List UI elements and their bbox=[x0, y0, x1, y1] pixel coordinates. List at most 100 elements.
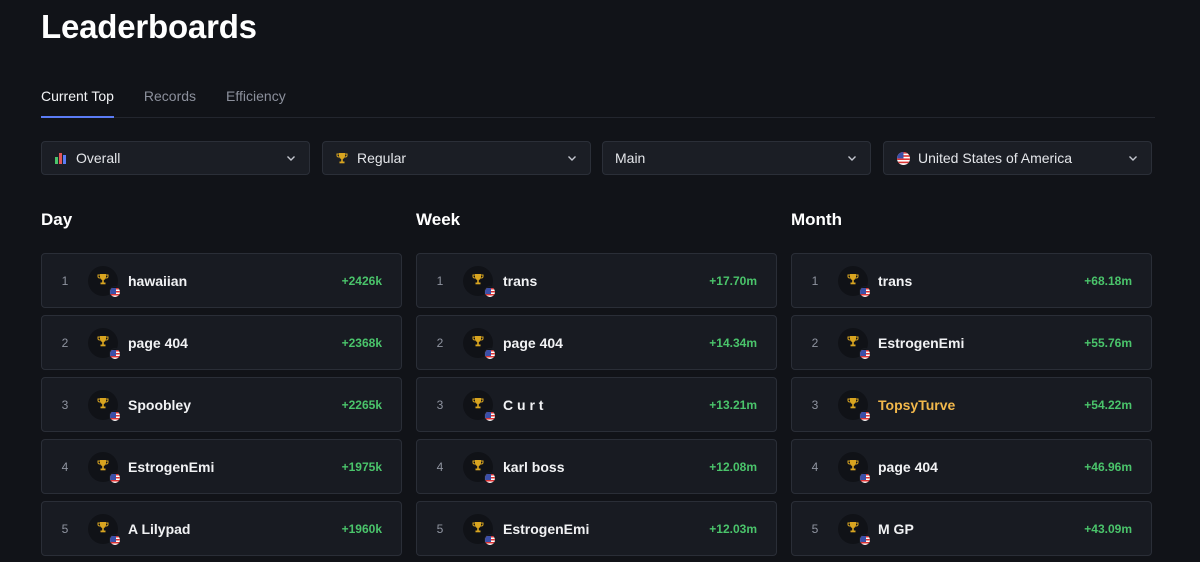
leaderboard-row[interactable]: 5 EstrogenEmi +12.03m bbox=[416, 501, 777, 556]
us-flag-icon bbox=[109, 347, 121, 360]
leaderboard-row[interactable]: 3 C u r t +13.21m bbox=[416, 377, 777, 432]
avatar bbox=[88, 451, 121, 484]
us-flag-icon bbox=[484, 533, 496, 546]
us-flag-icon bbox=[859, 533, 871, 546]
avatar bbox=[463, 451, 496, 484]
profile-dropdown[interactable]: Main bbox=[602, 141, 871, 175]
leaderboard-row[interactable]: 5 M GP +43.09m bbox=[791, 501, 1152, 556]
us-flag-icon bbox=[484, 347, 496, 360]
category-dropdown[interactable]: Overall bbox=[41, 141, 310, 175]
tab-bar: Current Top Records Efficiency bbox=[41, 88, 1155, 118]
player-name[interactable]: C u r t bbox=[503, 396, 544, 413]
avatar bbox=[838, 451, 871, 484]
avatar bbox=[463, 513, 496, 546]
score-gain: +43.09m bbox=[1084, 521, 1132, 536]
tab-efficiency[interactable]: Efficiency bbox=[226, 88, 286, 104]
trophy-icon bbox=[847, 272, 859, 290]
chevron-down-icon bbox=[1129, 156, 1137, 161]
player-name[interactable]: EstrogenEmi bbox=[503, 520, 590, 537]
leaderboard-row[interactable]: 4 karl boss +12.08m bbox=[416, 439, 777, 494]
trophy-icon bbox=[472, 520, 484, 538]
leaderboard-row[interactable]: 1 trans +68.18m bbox=[791, 253, 1152, 308]
trophy-icon bbox=[472, 334, 484, 352]
leaderboard-row[interactable]: 3 Spoobley +2265k bbox=[41, 377, 402, 432]
trophy-icon bbox=[847, 396, 859, 414]
rank-number: 1 bbox=[436, 273, 444, 288]
rank-number: 4 bbox=[436, 459, 444, 474]
avatar bbox=[88, 389, 121, 422]
board-week: Week 1 trans +17.70m 2 page 404 +14.34m 3 C u r… bbox=[416, 210, 777, 556]
mode-dropdown-label: Regular bbox=[357, 150, 407, 166]
rank-number: 4 bbox=[61, 459, 69, 474]
score-gain: +55.76m bbox=[1084, 335, 1132, 350]
page-title: Leaderboards bbox=[41, 8, 257, 45]
player-name[interactable]: A Lilypad bbox=[128, 520, 191, 537]
trophy-icon bbox=[847, 334, 859, 352]
trophy-icon bbox=[97, 458, 109, 476]
avatar bbox=[463, 327, 496, 360]
rank-number: 2 bbox=[436, 335, 444, 350]
leaderboard-row[interactable]: 1 trans +17.70m bbox=[416, 253, 777, 308]
board-title: Month bbox=[791, 210, 842, 229]
country-dropdown-label: United States of America bbox=[918, 150, 1073, 166]
us-flag-icon bbox=[484, 471, 496, 484]
rank-number: 2 bbox=[811, 335, 819, 350]
us-flag-icon bbox=[109, 409, 121, 422]
us-flag-icon bbox=[484, 409, 496, 422]
chevron-down-icon bbox=[848, 156, 856, 161]
rank-number: 5 bbox=[61, 521, 69, 536]
leaderboard-row[interactable]: 2 EstrogenEmi +55.76m bbox=[791, 315, 1152, 370]
avatar bbox=[88, 265, 121, 298]
us-flag-icon bbox=[109, 471, 121, 484]
player-name[interactable]: M GP bbox=[878, 520, 914, 537]
us-flag-icon bbox=[896, 151, 910, 165]
leaderboard-row[interactable]: 2 page 404 +14.34m bbox=[416, 315, 777, 370]
leaderboard-row[interactable]: 4 EstrogenEmi +1975k bbox=[41, 439, 402, 494]
leaderboard-row[interactable]: 2 page 404 +2368k bbox=[41, 315, 402, 370]
avatar bbox=[838, 389, 871, 422]
score-gain: +2265k bbox=[341, 397, 382, 412]
player-name[interactable]: trans bbox=[503, 272, 538, 289]
player-name[interactable]: TopsyTurve bbox=[878, 396, 956, 413]
player-name[interactable]: Spoobley bbox=[128, 396, 192, 413]
player-name[interactable]: page 404 bbox=[878, 458, 938, 475]
player-name[interactable]: page 404 bbox=[128, 334, 188, 351]
mode-dropdown[interactable]: Regular bbox=[322, 141, 591, 175]
trophy-icon bbox=[472, 458, 484, 476]
player-name[interactable]: trans bbox=[878, 272, 913, 289]
us-flag-icon bbox=[109, 285, 121, 298]
score-gain: +46.96m bbox=[1084, 459, 1132, 474]
bar-chart-icon bbox=[54, 151, 68, 165]
avatar bbox=[838, 265, 871, 298]
score-gain: +12.03m bbox=[709, 521, 757, 536]
leaderboard-row[interactable]: 4 page 404 +46.96m bbox=[791, 439, 1152, 494]
us-flag-icon bbox=[109, 533, 121, 546]
board-title: Day bbox=[41, 210, 73, 229]
player-name[interactable]: hawaiian bbox=[128, 272, 188, 289]
leaderboard-row[interactable]: 5 A Lilypad +1960k bbox=[41, 501, 402, 556]
profile-dropdown-label: Main bbox=[615, 150, 646, 166]
score-gain: +12.08m bbox=[709, 459, 757, 474]
player-name[interactable]: karl boss bbox=[503, 458, 565, 475]
leaderboard-row[interactable]: 1 hawaiian +2426k bbox=[41, 253, 402, 308]
avatar bbox=[838, 513, 871, 546]
trophy-icon bbox=[97, 334, 109, 352]
rank-number: 3 bbox=[436, 397, 444, 412]
score-gain: +54.22m bbox=[1084, 397, 1132, 412]
tab-current-top[interactable]: Current Top bbox=[41, 88, 114, 118]
rank-number: 4 bbox=[811, 459, 819, 474]
leaderboard-row[interactable]: 3 TopsyTurve +54.22m bbox=[791, 377, 1152, 432]
chevron-down-icon bbox=[568, 156, 576, 161]
score-gain: +2368k bbox=[341, 335, 382, 350]
avatar bbox=[838, 327, 871, 360]
country-dropdown[interactable]: United States of America bbox=[883, 141, 1152, 175]
player-name[interactable]: EstrogenEmi bbox=[128, 458, 215, 475]
trophy-icon bbox=[847, 458, 859, 476]
category-dropdown-label: Overall bbox=[76, 150, 121, 166]
tab-records[interactable]: Records bbox=[143, 88, 197, 104]
player-name[interactable]: page 404 bbox=[503, 334, 563, 351]
player-name[interactable]: EstrogenEmi bbox=[878, 334, 965, 351]
rank-number: 1 bbox=[811, 273, 819, 288]
trophy-icon bbox=[97, 520, 109, 538]
trophy-icon bbox=[335, 151, 349, 165]
